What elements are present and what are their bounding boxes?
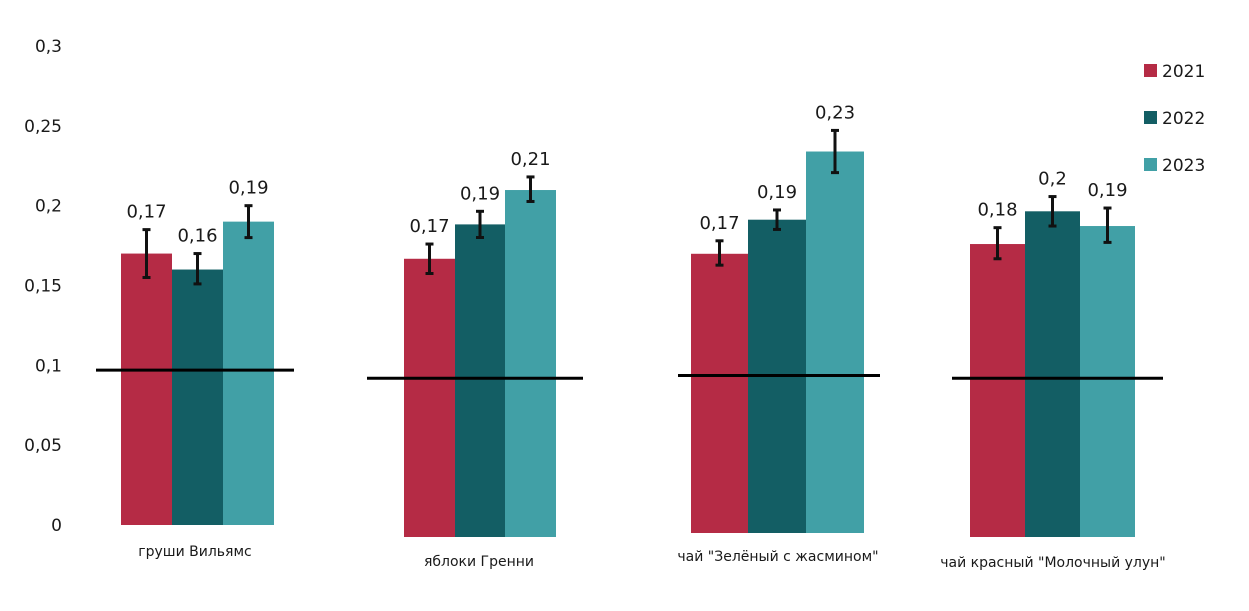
- y-tick-label: 0: [51, 516, 62, 536]
- data-label: 0,17: [699, 213, 739, 234]
- category-label: чай красный "Молочный улун": [940, 555, 1166, 571]
- category-labels: груши Вильямс яблоки Гренни чай "Зелёный с…: [138, 544, 1166, 571]
- data-label: 0,2: [1038, 169, 1067, 190]
- data-label: 0,19: [460, 183, 500, 204]
- data-label: 0,17: [126, 202, 166, 223]
- bar: [223, 221, 274, 525]
- category-label: чай "Зелёный с жасмином": [677, 549, 878, 565]
- data-label: 0,18: [977, 200, 1017, 221]
- data-label: 0,17: [409, 216, 449, 237]
- category-label: яблоки Гренни: [424, 554, 534, 570]
- legend-label: 2021: [1162, 62, 1205, 82]
- bar: [691, 253, 748, 533]
- bar: [455, 224, 505, 537]
- y-tick-label: 0,1: [35, 356, 62, 376]
- bars: [121, 151, 1135, 538]
- data-label: 0,21: [510, 149, 550, 170]
- value-labels: 0,17 0,16 0,19 0,17 0,19 0,21 0,17 0,19 0,23 0,18…: [126, 102, 1127, 246]
- bar: [505, 190, 556, 537]
- bar: [404, 258, 455, 537]
- bar: [806, 151, 864, 533]
- legend-swatch: [1144, 111, 1157, 124]
- data-label: 0,19: [1087, 180, 1127, 201]
- data-label: 0,23: [815, 102, 855, 123]
- y-tick-label: 0,05: [24, 436, 62, 456]
- legend-label: 2022: [1162, 109, 1205, 129]
- legend: 2021 2022 2023: [1144, 62, 1205, 176]
- reference-lines: [96, 368, 1163, 380]
- data-label: 0,16: [177, 226, 217, 247]
- category-label: груши Вильямс: [138, 544, 251, 560]
- y-tick-label: 0,25: [24, 117, 62, 137]
- bar: [121, 253, 172, 526]
- data-label: 0,19: [228, 178, 268, 199]
- data-label: 0,19: [757, 182, 797, 203]
- y-axis: 0 0,05 0,1 0,15 0,2 0,25 0,3: [24, 37, 62, 536]
- y-tick-label: 0,15: [24, 277, 62, 297]
- y-tick-label: 0,2: [35, 197, 62, 217]
- legend-swatch: [1144, 64, 1157, 77]
- legend-label: 2023: [1162, 156, 1205, 176]
- bar: [172, 269, 223, 525]
- bar: [970, 244, 1025, 537]
- legend-swatch: [1144, 158, 1157, 171]
- bar: [1080, 226, 1135, 538]
- bar: [1025, 211, 1080, 537]
- y-tick-label: 0,3: [35, 37, 62, 57]
- error-bars: [142, 128, 1112, 286]
